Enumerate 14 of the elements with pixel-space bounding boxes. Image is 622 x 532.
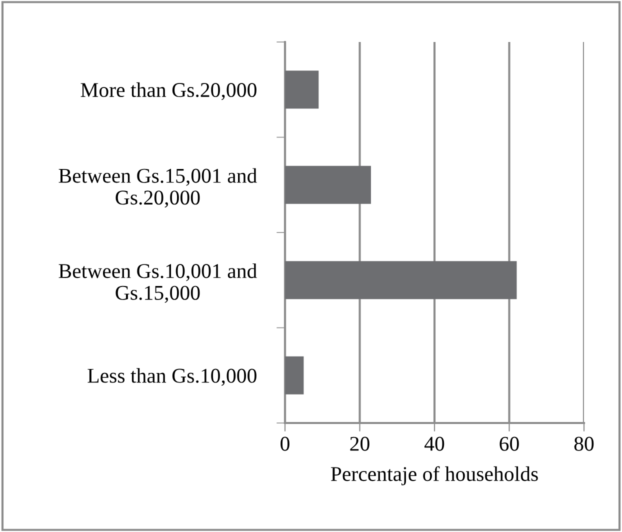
x-tick-label: 40: [424, 436, 444, 451]
x-tick-label: 60: [500, 436, 519, 451]
y-tick-label: More than Gs.20,000: [80, 82, 256, 100]
y-tick-label: Less than Gs.10,000: [88, 368, 256, 386]
bar: [285, 261, 517, 300]
bar: [285, 356, 304, 394]
x-axis-title: Percentaje of households: [330, 466, 538, 486]
bar: [285, 70, 319, 109]
y-tick-label: Between Gs.15,001 and Gs.20,000: [58, 168, 257, 208]
x-tick-label: 20: [350, 436, 370, 451]
y-tick-label: Between Gs.10,001 and Gs.15,000: [58, 263, 257, 303]
x-tick-label: 80: [574, 436, 594, 451]
bar: [285, 166, 371, 204]
x-tick-label: 0: [280, 436, 290, 451]
